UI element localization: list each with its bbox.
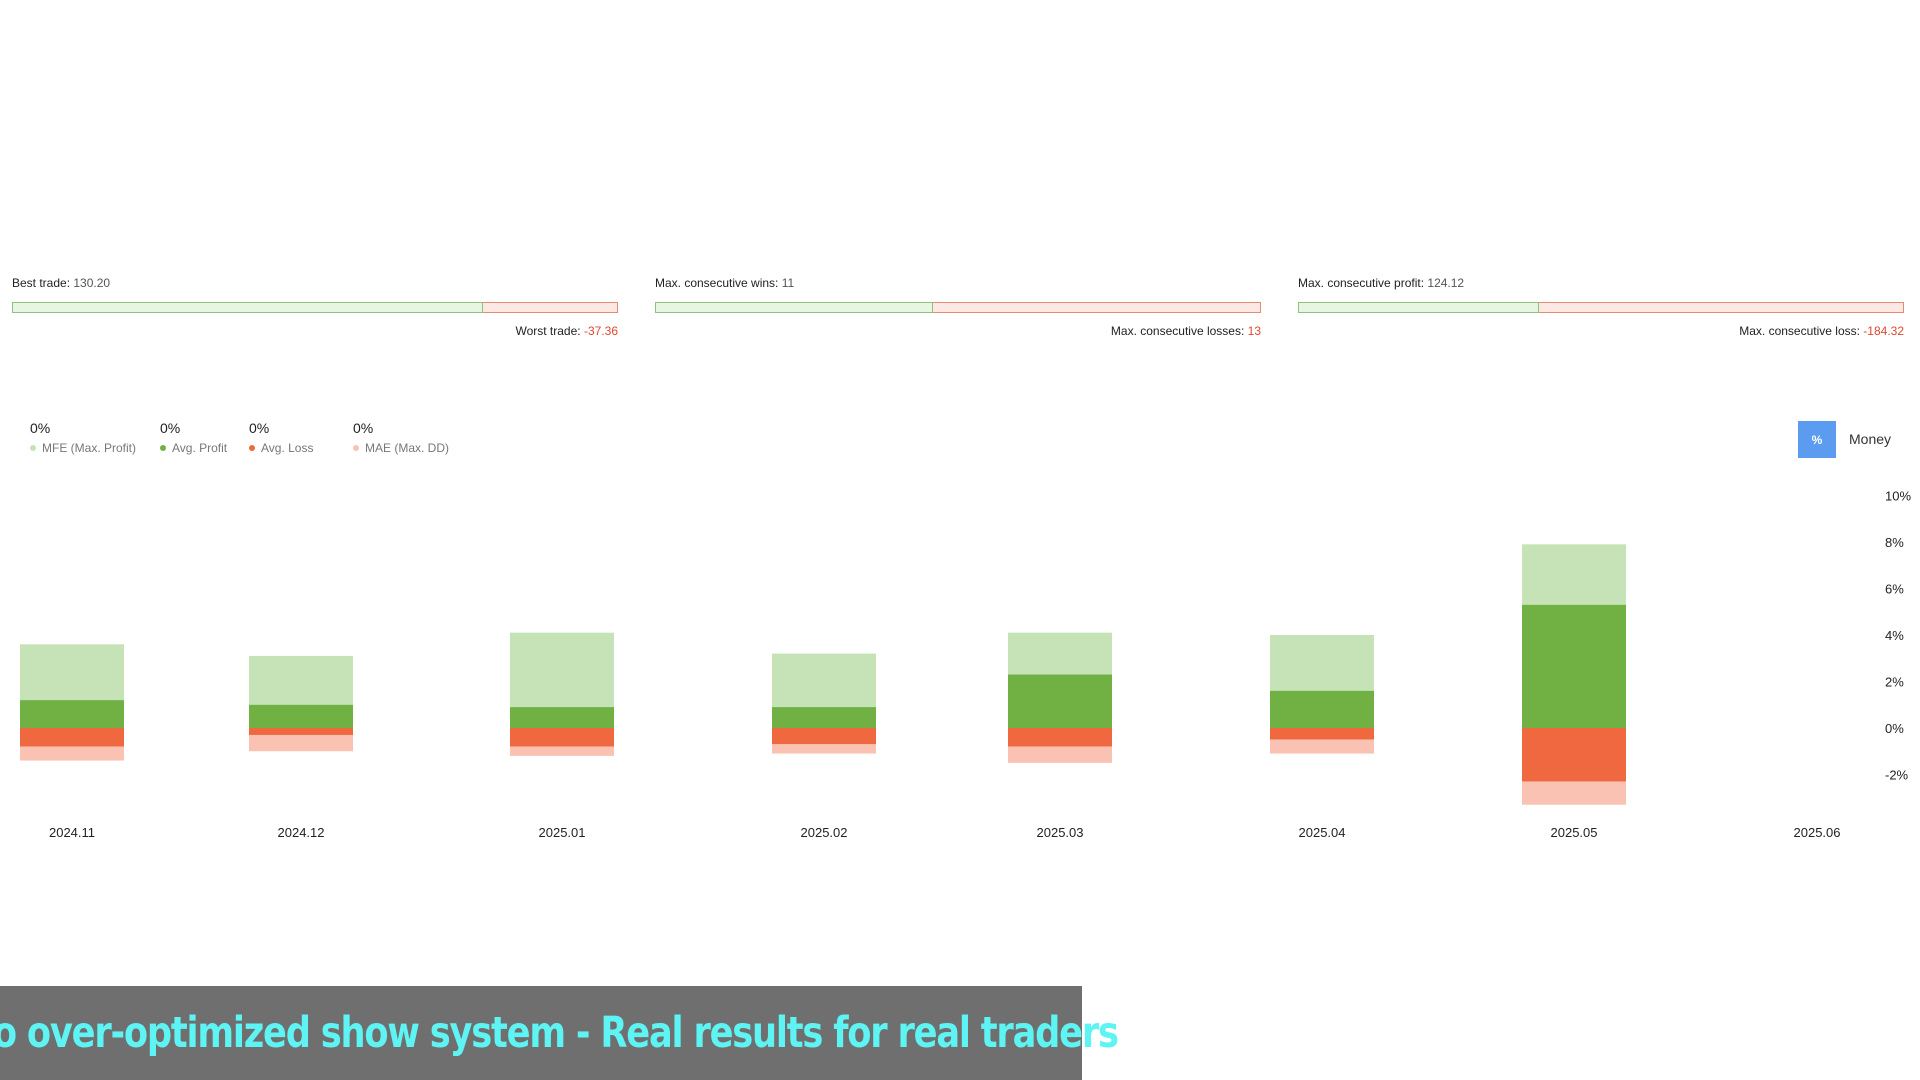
legend-dot-icon <box>160 444 166 451</box>
stat-top: Max. consecutive wins: 11 <box>655 276 795 290</box>
mfe-mae-bar-chart: 2024.11 2024.12 2025.01 2025.02 2025.03 2025.… <box>20 489 1911 840</box>
bar-avg-profit <box>20 700 124 728</box>
legend-item-mfe[interactable]: 0% MFE (Max. Profit) <box>30 420 136 455</box>
legend-value: 0% <box>353 420 374 436</box>
bar-avg-loss <box>249 728 353 735</box>
stat-bar <box>12 302 618 313</box>
bar-avg-profit <box>249 704 353 728</box>
legend-value: 0% <box>249 420 270 436</box>
bar-mfe <box>1008 632 1112 675</box>
x-tick-label: 2025.03 <box>1037 825 1084 840</box>
caption-text: No over-optimized show system - Real res… <box>0 1008 1119 1058</box>
x-tick-label: 2025.06 <box>1794 825 1841 840</box>
stat-bar <box>655 302 1261 313</box>
legend-value: 0% <box>30 420 51 436</box>
bar-avg-loss <box>1008 728 1112 747</box>
bar-mae <box>249 734 353 752</box>
legend-item-avg-profit[interactable]: 0% Avg. Profit <box>160 420 227 455</box>
bar-avg-profit <box>1270 690 1374 728</box>
stat-bar <box>1298 302 1904 313</box>
legend-label: MAE (Max. DD) <box>365 441 449 455</box>
bar-mfe <box>1270 635 1374 691</box>
y-tick-label: 10% <box>1885 489 1911 504</box>
stat-bottom: Worst trade: -37.36 <box>515 324 618 338</box>
stat-top: Max. consecutive profit: 124.12 <box>1298 276 1465 290</box>
stat-bottom: Max. consecutive loss: -184.32 <box>1739 324 1904 338</box>
bar-mae <box>510 746 614 756</box>
legend-dot-icon <box>353 444 359 451</box>
bar-avg-loss <box>772 728 876 745</box>
y-tick-label: 4% <box>1885 628 1904 643</box>
caption-banner: No over-optimized show system - Real res… <box>0 986 1119 1080</box>
stat-bar-positive <box>1298 302 1540 313</box>
legend-label: MFE (Max. Profit) <box>42 441 137 455</box>
stat-top: Best trade: 130.20 <box>12 276 111 290</box>
bar-mae <box>20 746 124 761</box>
legend-value: 0% <box>160 420 181 436</box>
bar-mfe <box>772 653 876 708</box>
legend-item-mae[interactable]: 0% MAE (Max. DD) <box>353 420 449 455</box>
bar-mae <box>1008 746 1112 763</box>
legend-label: Avg. Loss <box>261 441 314 455</box>
bar-avg-profit <box>1522 604 1626 728</box>
bar-mfe <box>20 644 124 701</box>
bar-avg-loss <box>510 728 614 747</box>
legend-item-avg-loss[interactable]: 0% Avg. Loss <box>249 420 313 455</box>
bar-avg-loss <box>1270 728 1374 740</box>
legend-dot-icon <box>249 444 255 451</box>
stat-bar-negative <box>932 302 1261 313</box>
bar-mfe <box>510 632 614 708</box>
x-tick-label: 2025.01 <box>539 825 586 840</box>
stat-bottom: Max. consecutive losses: 13 <box>1110 324 1261 338</box>
bar-mfe <box>249 655 353 705</box>
stat-bar-positive <box>12 302 483 313</box>
bar-mae <box>1522 781 1626 805</box>
money-toggle-button[interactable]: Money <box>1849 431 1892 447</box>
y-tick-label: -2% <box>1885 768 1909 783</box>
legend-dot-icon <box>30 444 36 451</box>
bar-mae <box>1270 739 1374 754</box>
stat-consecutive-profit-loss: Max. consecutive profit: 124.12 Max. con… <box>1298 274 1906 344</box>
y-tick-label: 8% <box>1885 535 1904 550</box>
x-tick-label: 2025.05 <box>1551 825 1598 840</box>
x-tick-label: 2025.04 <box>1299 825 1346 840</box>
bar-avg-profit <box>772 707 876 728</box>
x-tick-label: 2025.02 <box>801 825 848 840</box>
stat-bar-negative <box>482 302 618 313</box>
bar-avg-profit <box>510 707 614 728</box>
bar-avg-profit <box>1008 674 1112 728</box>
stat-best-worst: Best trade: 130.20 Worst trade: -37.36 <box>12 274 620 344</box>
bar-avg-loss <box>1522 728 1626 782</box>
y-tick-label: 0% <box>1885 721 1904 736</box>
y-tick-label: 2% <box>1885 675 1904 690</box>
bar-mae <box>772 744 876 754</box>
stat-consecutive-wins-losses: Max. consecutive wins: 11 Max. consecuti… <box>655 274 1263 344</box>
stat-bar-positive <box>655 302 933 313</box>
y-tick-label: 6% <box>1885 582 1904 597</box>
legend-label: Avg. Profit <box>172 441 228 455</box>
bar-avg-loss <box>20 728 124 747</box>
x-tick-label: 2024.11 <box>49 825 95 840</box>
x-tick-label: 2024.12 <box>278 825 325 840</box>
stat-bar-negative <box>1539 302 1904 313</box>
percent-toggle-button[interactable]: % <box>1798 421 1836 458</box>
bar-mfe <box>1522 544 1626 605</box>
